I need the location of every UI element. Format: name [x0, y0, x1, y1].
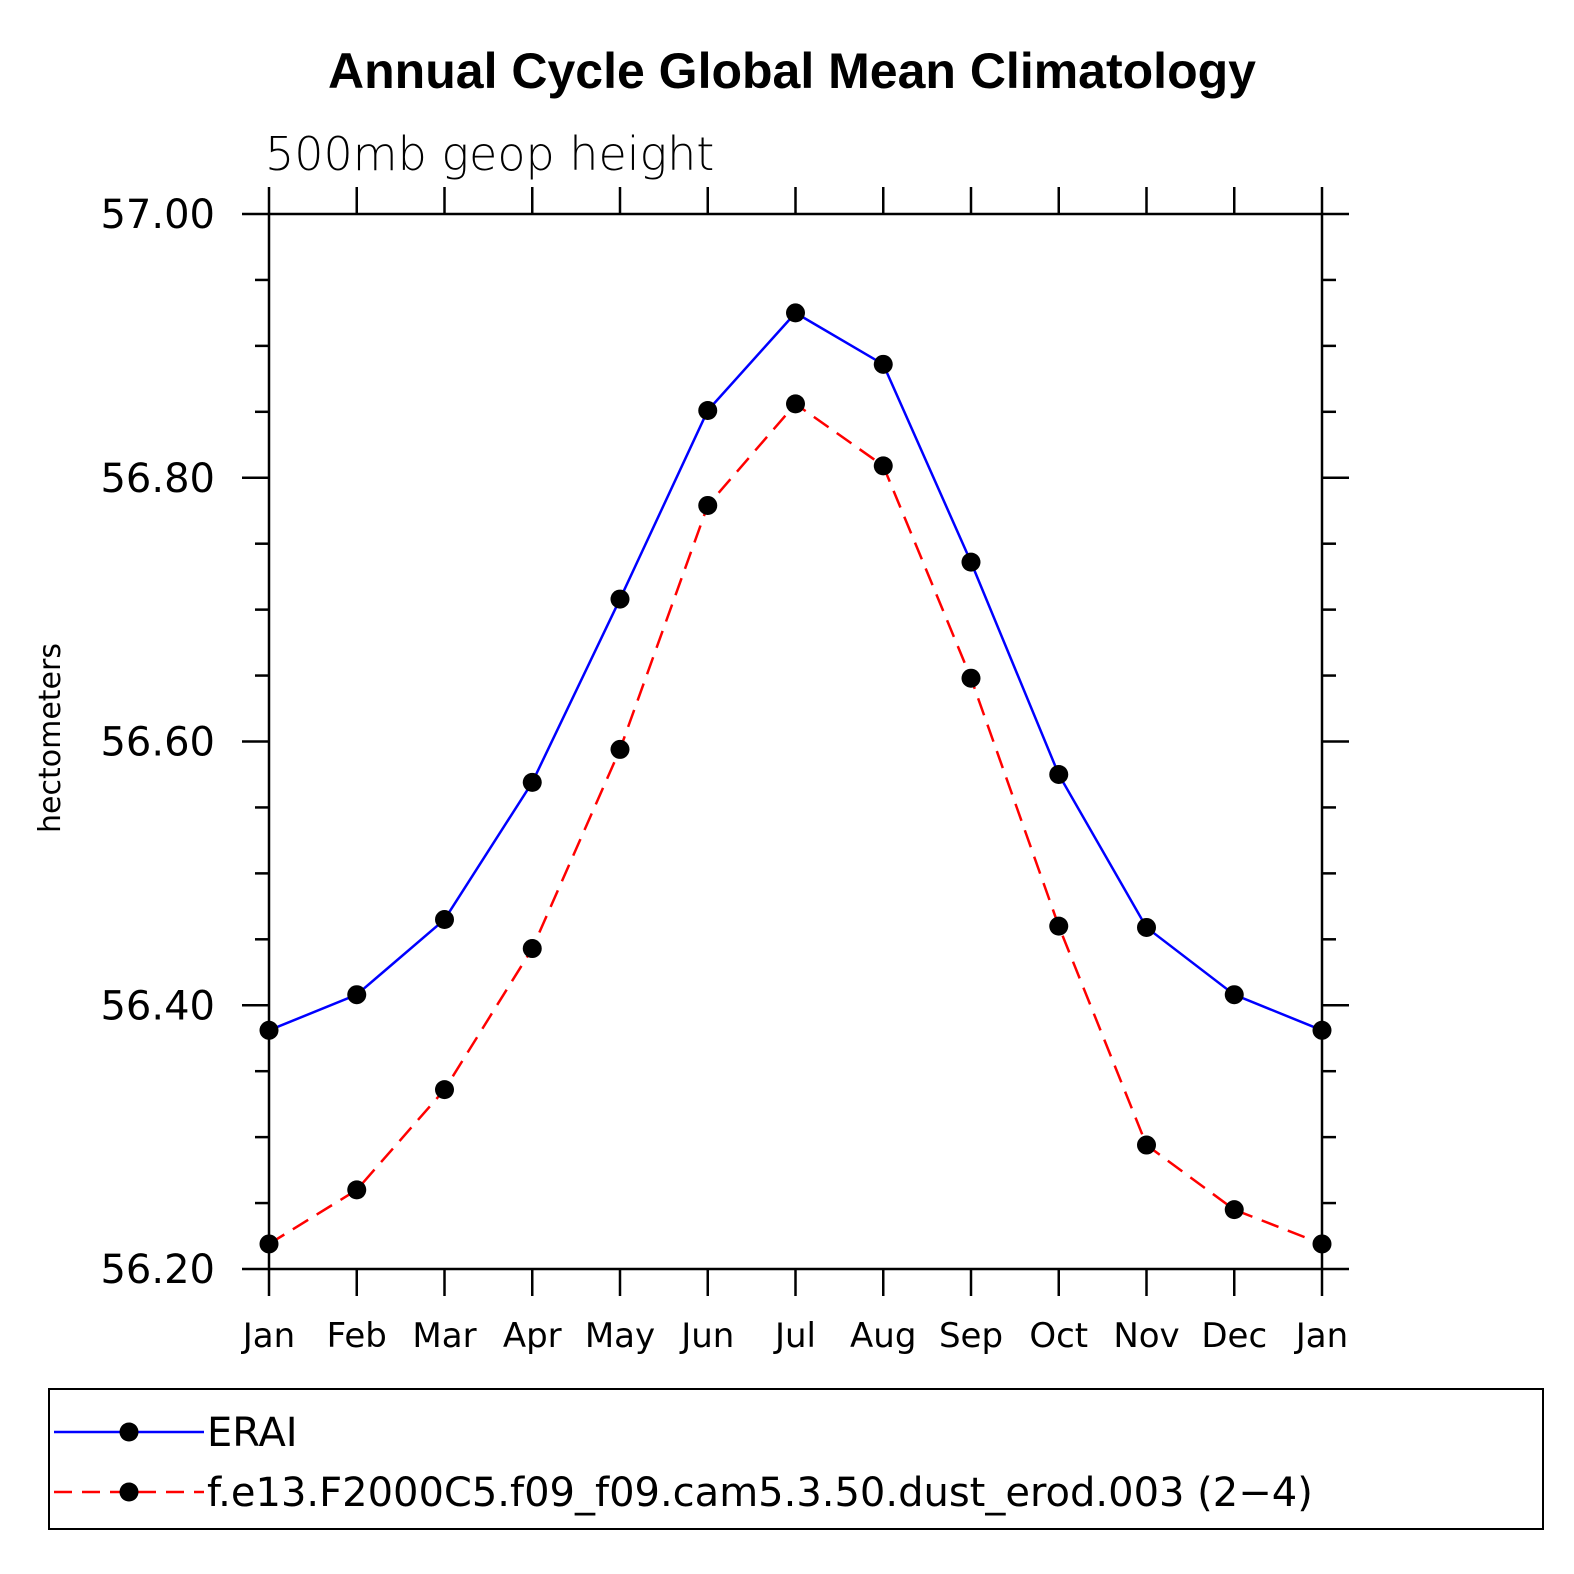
legend-box	[48, 1388, 1544, 1530]
data-point	[259, 1234, 279, 1254]
data-point	[522, 772, 542, 792]
legend-label-1: ERAI	[207, 1410, 298, 1456]
x-tick-label: Oct	[1029, 1316, 1088, 1356]
data-point	[1049, 764, 1069, 784]
data-point	[1137, 1135, 1156, 1155]
data-point	[1137, 917, 1156, 937]
legend-marker-1	[119, 1422, 139, 1442]
chart-subtitle: 500mb geop height	[265, 127, 714, 181]
data-point	[698, 400, 718, 420]
data-point	[1049, 916, 1069, 936]
data-point	[961, 668, 981, 688]
x-tick-label: Jan	[1294, 1316, 1348, 1356]
x-tick-label: May	[585, 1316, 655, 1356]
tick-labels: 56.20 56.40 56.60 56.80 57.00 Jan Feb Mar Apr May…	[100, 192, 1348, 1356]
y-tick-label: 56.20	[100, 1247, 215, 1293]
data-point	[347, 985, 367, 1005]
legend-label-2: f.e13.F2000C5.f09_f09.cam5.3.50.dust_ero…	[207, 1470, 1313, 1516]
y-axis-label: hectometers	[33, 643, 68, 833]
data-point	[522, 939, 542, 959]
x-tick-label: Feb	[327, 1316, 387, 1356]
x-tick-label: Mar	[412, 1316, 476, 1356]
series-line-1	[268, 311, 1323, 1032]
series-layer	[259, 303, 1332, 1254]
x-tick-label: Sep	[939, 1316, 1003, 1356]
data-point	[347, 1180, 367, 1200]
x-tick-label: Jun	[679, 1316, 734, 1356]
legend-marker-2	[119, 1482, 139, 1502]
data-point	[786, 394, 805, 414]
data-point	[786, 303, 805, 323]
data-point	[698, 495, 718, 515]
y-tick-label: 57.00	[100, 192, 215, 238]
x-tick-label: Apr	[503, 1316, 562, 1356]
data-point	[610, 739, 630, 759]
y-tick-label: 56.60	[100, 720, 215, 766]
series-line-2	[268, 402, 1323, 1246]
y-tick-label: 56.80	[100, 456, 215, 502]
x-tick-label: Nov	[1113, 1316, 1179, 1356]
y-tick-label: 56.40	[100, 983, 215, 1029]
chart-title: Annual Cycle Global Mean Climatology	[328, 43, 1256, 99]
data-point	[1312, 1020, 1332, 1040]
data-point	[873, 354, 893, 374]
data-point	[1224, 1200, 1244, 1220]
x-tick-label: Jul	[773, 1316, 816, 1356]
data-point	[610, 589, 630, 609]
data-point	[961, 552, 981, 572]
data-point	[435, 910, 454, 930]
x-tick-label: Jan	[241, 1316, 295, 1356]
data-point	[1224, 985, 1244, 1005]
axes	[242, 187, 1349, 1296]
data-point	[1312, 1234, 1332, 1254]
x-tick-label: Aug	[850, 1316, 916, 1356]
data-point	[259, 1020, 279, 1040]
legend: ERAI f.e13.F2000C5.f09_f09.cam5.3.50.dust…	[54, 1410, 1313, 1516]
x-tick-label: Dec	[1201, 1316, 1267, 1356]
data-point	[873, 456, 893, 476]
data-point	[435, 1080, 454, 1100]
